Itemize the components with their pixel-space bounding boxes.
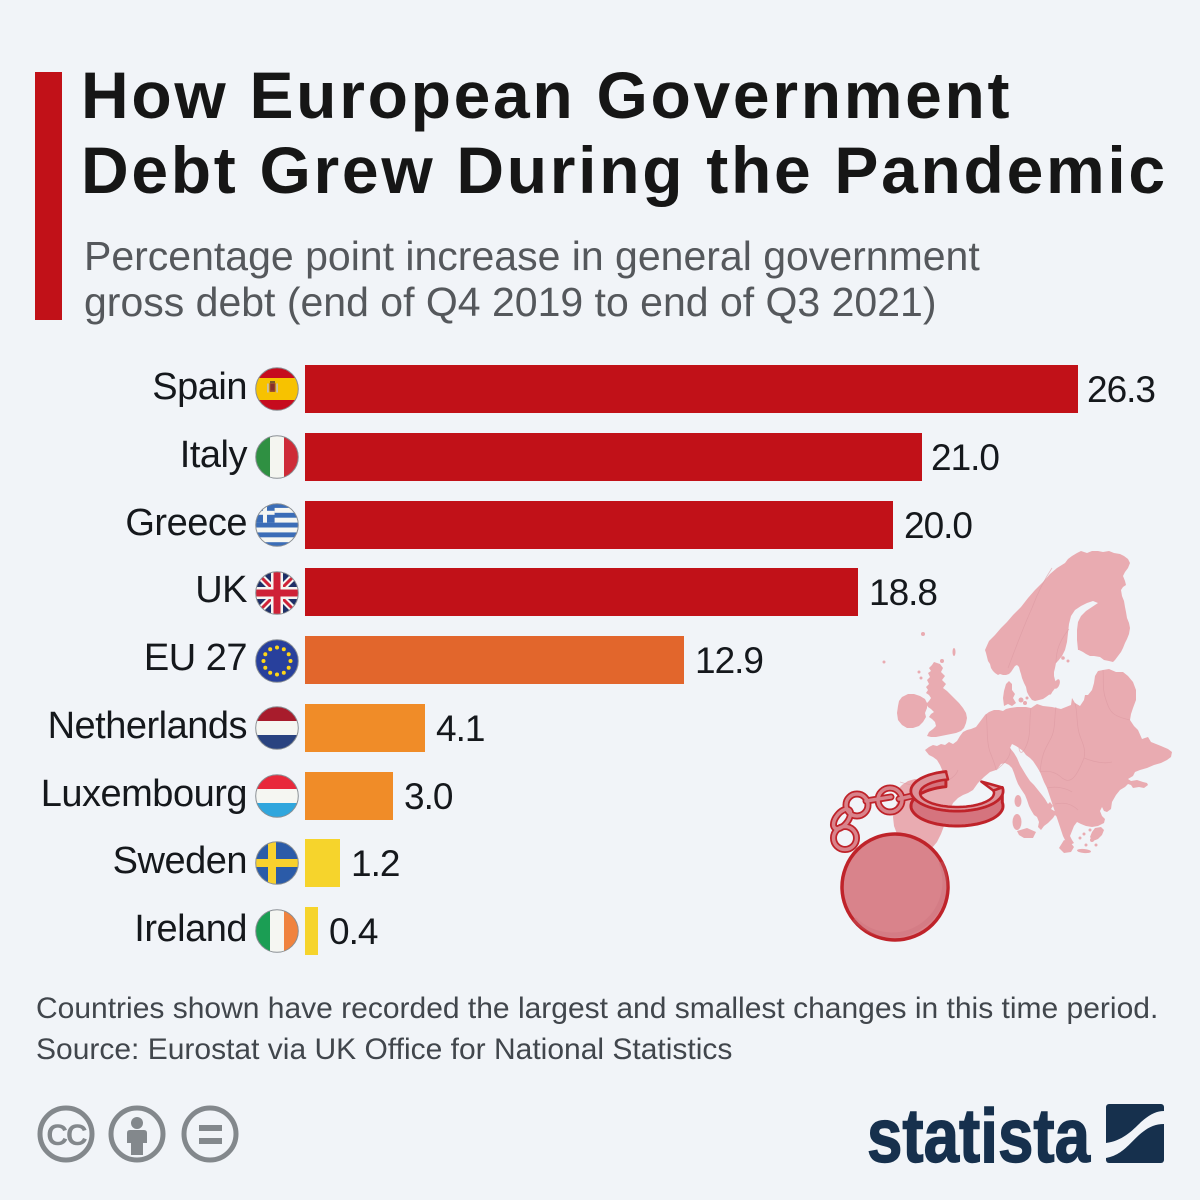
svg-text:statista: statista: [867, 1095, 1091, 1170]
svg-text:CC: CC: [46, 1119, 87, 1152]
